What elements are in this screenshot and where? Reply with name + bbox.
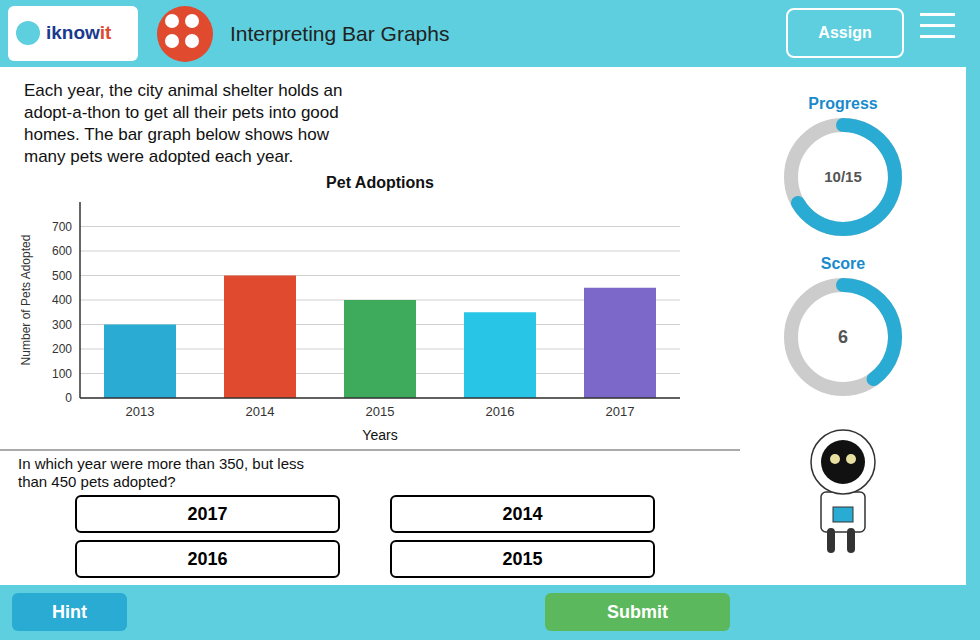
bar — [344, 300, 416, 398]
y-tick-label: 300 — [52, 318, 72, 332]
menu-line[interactable] — [920, 24, 955, 27]
assign-button[interactable]: Assign — [786, 8, 904, 58]
grid-line — [80, 251, 680, 252]
hint-button[interactable]: Hint — [12, 593, 127, 631]
side-gauges: 10/15 Progress 6 Score — [740, 67, 966, 585]
x-axis-line — [80, 397, 680, 399]
bar — [584, 288, 656, 398]
y-tick-label: 500 — [52, 269, 72, 283]
logo-dot — [165, 14, 179, 28]
brand-text: it — [100, 22, 112, 43]
question-text: In which year were more than 350, but le… — [18, 455, 718, 491]
gauge-label: Progress — [808, 95, 877, 112]
bar-chart: Pet Adoptions 0 100 200 300 400 500 600 700 Numbe… — [0, 170, 740, 448]
gauge-value: 10/15 — [824, 168, 862, 185]
y-axis-label: Number of Pets Adopted — [19, 235, 33, 366]
gauge-value: 6 — [838, 327, 848, 347]
answer-button[interactable]: 2015 — [390, 540, 655, 578]
header-title: Interpreting Bar Graphs — [230, 0, 449, 67]
gauge-label: Score — [821, 255, 866, 272]
brand: iknowit — [46, 22, 111, 44]
x-tick-label: 2015 — [366, 404, 395, 419]
logo: iknowit — [8, 6, 138, 61]
x-axis-label: Years — [362, 427, 397, 443]
x-tick-label: 2014 — [246, 404, 275, 419]
logo-bulb — [16, 21, 40, 45]
border-strip — [966, 0, 980, 640]
robot-leg — [827, 532, 835, 549]
x-tick-label: 2013 — [126, 404, 155, 419]
y-axis-line — [79, 202, 81, 398]
robot-leg — [847, 532, 855, 549]
chart-title: Pet Adoptions — [326, 174, 434, 191]
logo-dot — [185, 14, 199, 28]
bar — [224, 276, 296, 399]
y-tick-label: 600 — [52, 244, 72, 258]
answer-button[interactable]: 2014 — [390, 495, 655, 533]
brand-text: iknow — [46, 22, 100, 43]
y-tick-label: 200 — [52, 342, 72, 356]
y-tick-label: 0 — [65, 391, 72, 405]
robot-body — [821, 492, 865, 532]
bars — [104, 276, 656, 399]
grid-line — [80, 398, 680, 399]
x-tick-label: 2016 — [486, 404, 515, 419]
answer-button[interactable]: 2017 — [75, 495, 340, 533]
grid-line — [80, 275, 680, 276]
y-tick-label: 400 — [52, 293, 72, 307]
gauge-arc — [798, 125, 895, 229]
x-tick-label: 2017 — [606, 404, 635, 419]
bar — [464, 312, 536, 398]
grid-line — [80, 226, 680, 227]
robot-chest — [833, 507, 853, 522]
body-text: Each year, the city animal shelter holds… — [24, 80, 714, 168]
menu-line[interactable] — [920, 35, 955, 38]
y-tick-label: 100 — [52, 367, 72, 381]
header: iknowit Interpreting Bar Graphs Assign — [0, 0, 980, 67]
gauge-arc — [843, 285, 895, 379]
robot-visor — [821, 440, 865, 484]
gauge-track — [791, 125, 895, 229]
robot-eye — [830, 454, 840, 464]
robot-head — [811, 430, 875, 494]
separator — [0, 449, 740, 451]
y-tick-label: 700 — [52, 220, 72, 234]
bar — [104, 325, 176, 399]
gauge-track — [791, 285, 895, 389]
menu-line[interactable] — [920, 13, 955, 16]
submit-button[interactable]: Submit — [545, 593, 730, 631]
answer-button[interactable]: 2016 — [75, 540, 340, 578]
robot-eye — [846, 454, 856, 464]
robot — [811, 430, 875, 549]
logo-dot — [185, 34, 199, 48]
logo-dot — [165, 34, 179, 48]
logo-circle — [157, 6, 213, 62]
bottom-bar — [0, 585, 980, 640]
